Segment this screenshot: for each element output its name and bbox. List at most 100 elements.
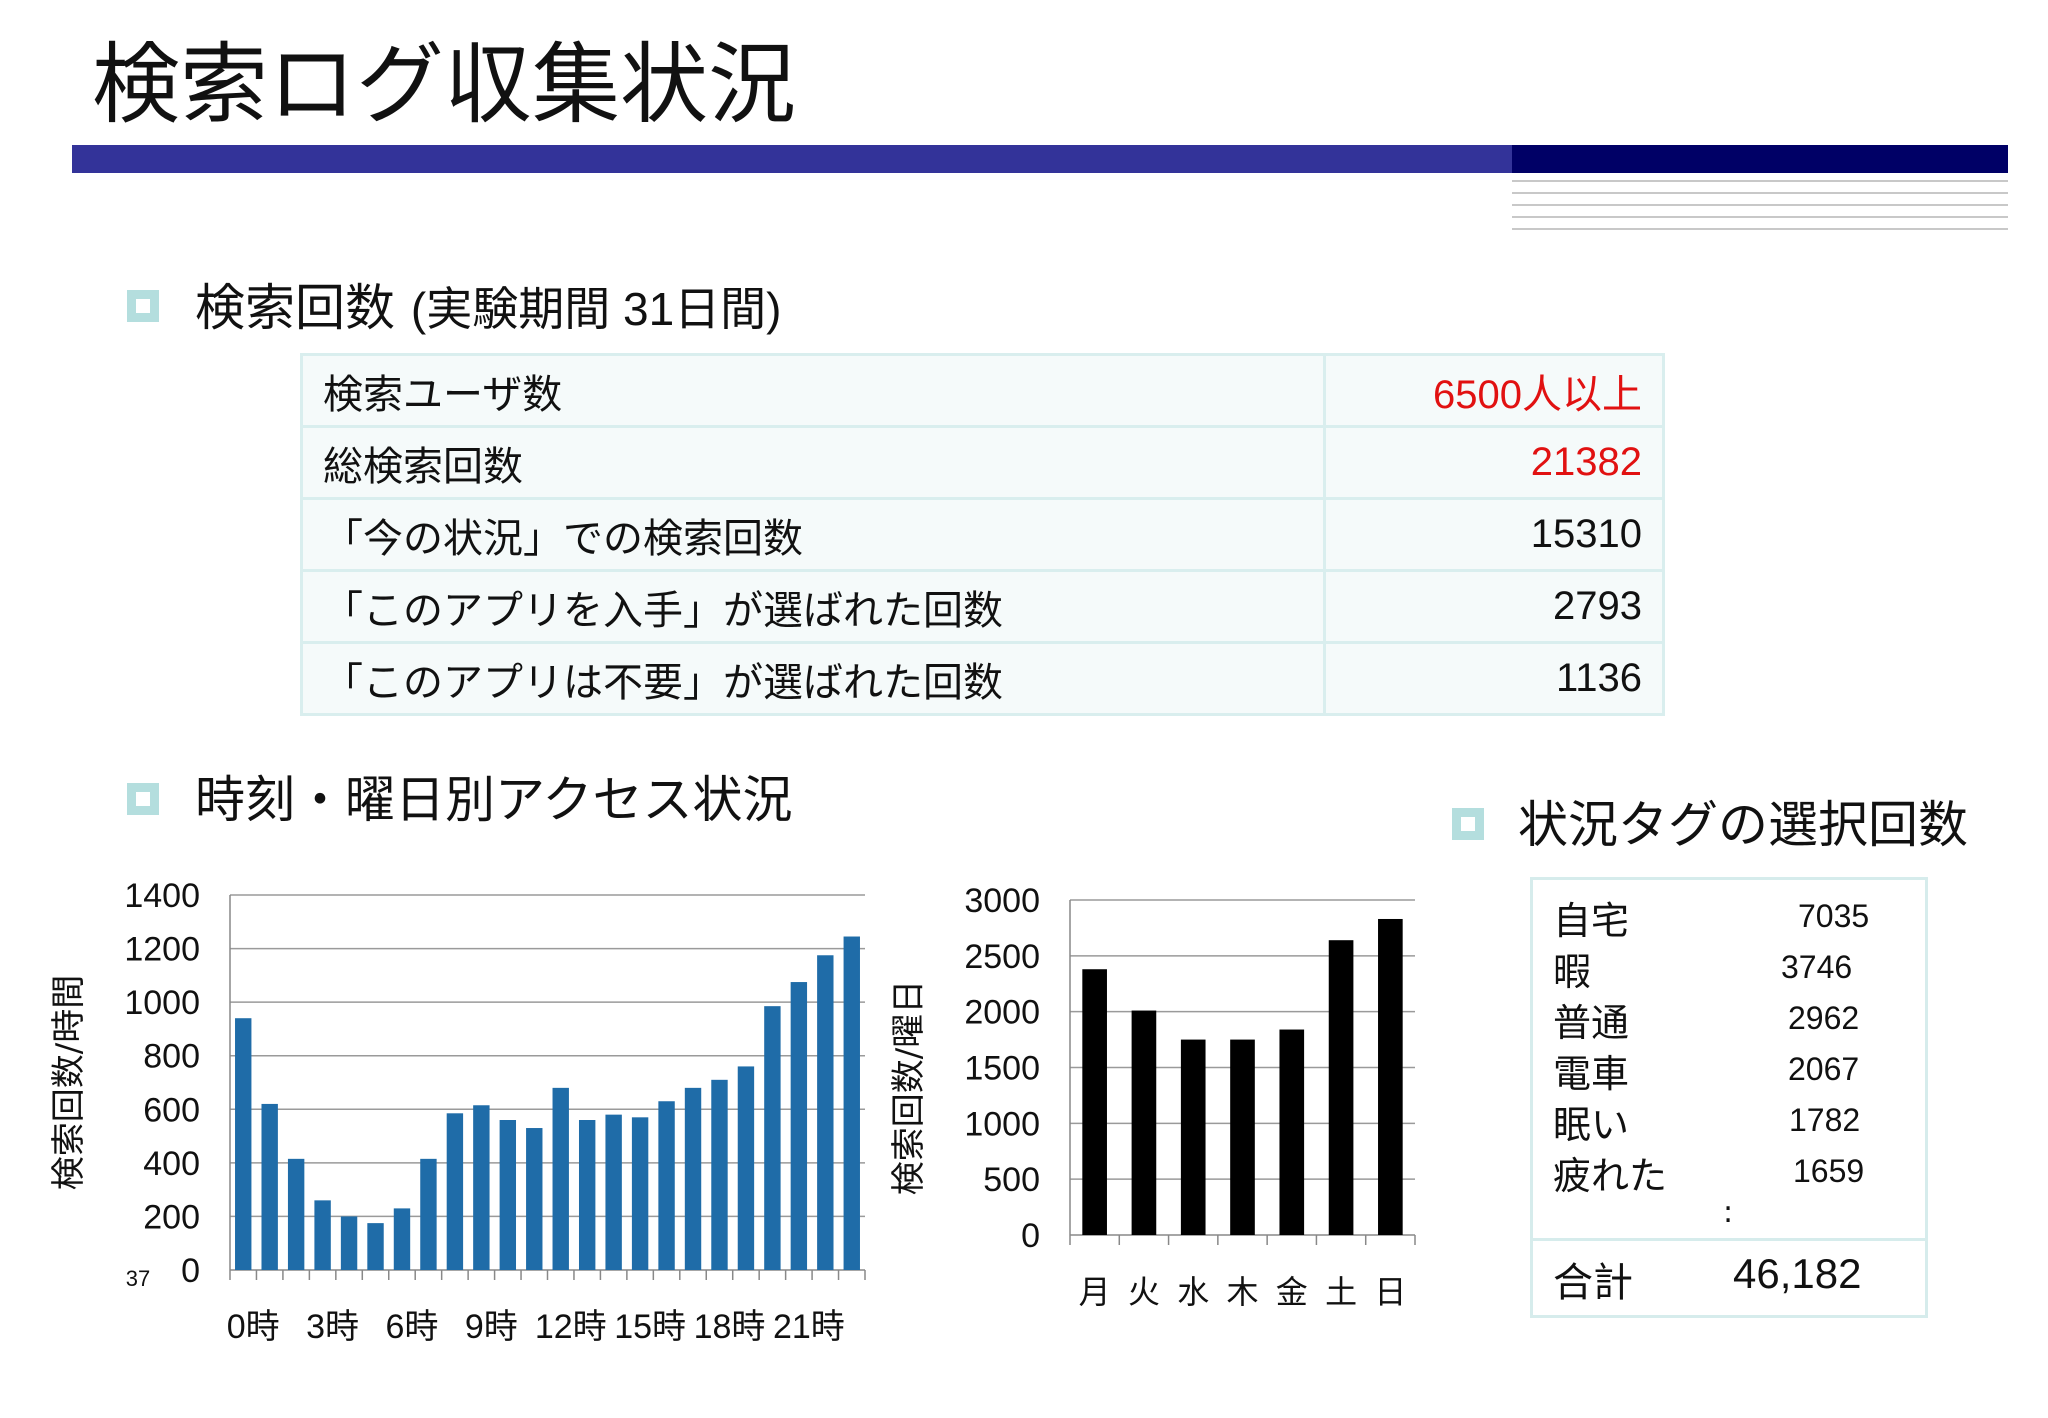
summary-row: 検索ユーザ数 6500人以上 [300, 353, 1665, 428]
bar-day-4 [1279, 1029, 1305, 1235]
bar-hour-4 [340, 1216, 358, 1270]
y-tick-label: 500 [983, 1161, 1040, 1199]
y-axis-title: 検索回数/時間 [49, 975, 89, 1190]
y-tick-label: 3000 [964, 882, 1040, 920]
bar-hour-21 [790, 982, 808, 1270]
x-tick-label: 9時 [465, 1308, 518, 1346]
summary-label: 「今の状況」での検索回数 [300, 497, 1326, 572]
summary-row: 「今の状況」での検索回数 15310 [300, 497, 1665, 572]
title-underline-accent [1512, 145, 2008, 173]
y-tick-label: 2000 [964, 994, 1040, 1032]
tag-selection-table: 自宅 7035 暇 3746 普通 2962 電車 2067 眠い 1782 疲れた 1659 : 合… [1530, 877, 1928, 1318]
summary-value: 2793 [1323, 569, 1665, 644]
y-axis-title: 検索回数/曜日 [890, 980, 929, 1195]
decorative-line [1512, 228, 2008, 230]
bar-hour-12 [552, 1087, 569, 1270]
tag-value: 7035 [1798, 898, 1870, 934]
weekday-access-chart: 0 500 1000 1500 2000 2500 3000 月火水木金土日 検索回数/曜日 [890, 882, 1416, 1311]
summary-table: 検索ユーザ数 6500人以上 総検索回数 21382 「今の状況」での検索回数 15310… [300, 353, 1665, 716]
y-tick-label: 1000 [964, 1105, 1040, 1143]
bar-hour-23 [843, 936, 860, 1270]
x-tick-label: 土 [1325, 1273, 1357, 1311]
bar-hour-11 [526, 1128, 543, 1270]
bullet-icon [127, 783, 159, 815]
summary-row: 総検索回数 21382 [300, 425, 1665, 500]
y-tick-label: 1200 [124, 931, 200, 969]
tag-row: 普通 2962 [1553, 992, 1913, 1045]
tag-total-label: 合計 [1553, 1260, 1633, 1306]
decorative-line [1512, 180, 2008, 182]
decorative-line [1512, 216, 2008, 218]
bar-hour-0 [235, 1018, 252, 1270]
search-count-note: (実験期間 31日間) [410, 283, 782, 335]
y-tick-label: 800 [143, 1038, 200, 1076]
tag-row: 自宅 7035 [1553, 890, 1913, 943]
decorative-line [1512, 192, 2008, 194]
x-tick-label: 火 [1128, 1273, 1160, 1311]
tag-value: 3746 [1781, 949, 1853, 985]
x-tick-label: 3時 [306, 1308, 359, 1346]
summary-label: 「このアプリを入手」が選ばれた回数 [300, 569, 1326, 644]
x-tick-label: 金 [1276, 1273, 1308, 1311]
y-tick-label: 0 [1021, 1217, 1040, 1255]
tag-divider [1533, 1238, 1925, 1241]
y-tick-label: 200 [143, 1198, 200, 1236]
bar-hour-3 [314, 1200, 331, 1270]
bar-hour-19 [737, 1066, 755, 1270]
tag-label: 眠い [1553, 1103, 1630, 1147]
x-tick-label: 18時 [694, 1308, 766, 1346]
tag-ellipsis: : [1723, 1195, 1734, 1230]
tag-value: 2962 [1788, 1000, 1860, 1036]
tag-label: 疲れた [1553, 1154, 1668, 1198]
bar-hour-5 [367, 1223, 384, 1270]
bar-hour-7 [420, 1158, 437, 1270]
bullet-icon [1452, 808, 1484, 840]
bar-hour-16 [658, 1101, 675, 1270]
summary-value: 6500人以上 [1323, 353, 1665, 428]
bar-hour-14 [605, 1114, 622, 1270]
decorative-line [1512, 204, 2008, 206]
tag-value: 1782 [1789, 1102, 1861, 1138]
bar-hour-2 [287, 1158, 305, 1270]
summary-label: 総検索回数 [300, 425, 1326, 500]
x-tick-label: 6時 [386, 1308, 439, 1346]
summary-row: 「このアプリは不要」が選ばれた回数 1136 [300, 641, 1665, 716]
search-count-heading: 検索回数 (実験期間 31日間) [195, 278, 782, 339]
bar-hour-6 [393, 1208, 411, 1270]
tag-value: 1659 [1793, 1153, 1865, 1189]
summary-value: 1136 [1323, 641, 1665, 716]
page-title: 検索ログ収集状況 [92, 33, 797, 136]
access-heading: 時刻・曜日別アクセス状況 [195, 771, 793, 829]
y-tick-label: 400 [143, 1145, 200, 1183]
hourly-access-chart: 0 200 400 600 800 1000 1200 1400 0時 3時 6時 9時 12時 15時 1… [49, 877, 866, 1346]
search-count-title: 検索回数 [195, 279, 395, 337]
bar-day-6 [1378, 918, 1403, 1235]
bar-hour-13 [578, 1120, 596, 1270]
tag-value: 2067 [1788, 1051, 1860, 1087]
bar-hour-20 [764, 1006, 781, 1270]
tag-total-value: 46,182 [1733, 1250, 1862, 1297]
tag-row: 電車 2067 [1553, 1043, 1913, 1096]
bar-hour-18 [711, 1079, 728, 1270]
x-tick-label: 日 [1374, 1273, 1406, 1311]
y-tick-label: 1400 [124, 877, 200, 915]
y-tick-label: 1000 [124, 984, 200, 1022]
tag-label: 普通 [1553, 1001, 1630, 1045]
tag-row: 眠い 1782 [1553, 1094, 1913, 1147]
summary-row: 「このアプリを入手」が選ばれた回数 2793 [300, 569, 1665, 644]
corner-label: 37 [126, 1266, 150, 1291]
bullet-icon [127, 290, 159, 322]
y-tick-label: 600 [143, 1091, 200, 1129]
x-tick-label: 月 [1079, 1273, 1111, 1311]
bar-day-5 [1328, 940, 1354, 1235]
bar-hour-8 [446, 1113, 464, 1270]
x-tick-label: 21時 [773, 1308, 845, 1346]
summary-label: 「このアプリは不要」が選ばれた回数 [300, 641, 1326, 716]
x-tick-label: 12時 [535, 1308, 607, 1346]
x-tick-label: 水 [1177, 1273, 1209, 1311]
y-tick-label: 2500 [964, 938, 1040, 976]
bar-hour-1 [261, 1103, 278, 1270]
x-tick-label: 15時 [614, 1308, 686, 1346]
tag-row: 暇 3746 [1553, 941, 1913, 994]
summary-label: 検索ユーザ数 [300, 353, 1326, 428]
